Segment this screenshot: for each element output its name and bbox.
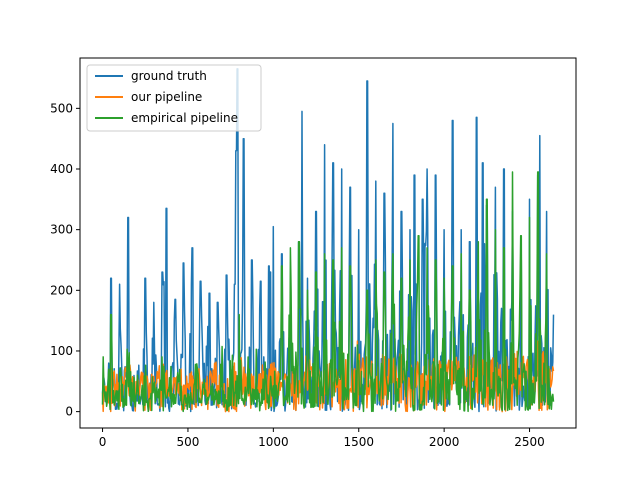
legend-label: ground truth <box>131 69 207 83</box>
legend: ground truth our pipeline empirical pipeli… <box>86 64 262 132</box>
x-tick-label: 1000 <box>258 435 289 449</box>
legend-label: empirical pipeline <box>131 111 238 125</box>
x-tick-label: 500 <box>176 435 199 449</box>
y-tick-label: 500 <box>50 101 73 115</box>
series-layer <box>101 68 555 413</box>
y-tick-label: 200 <box>50 283 73 297</box>
legend-label: our pipeline <box>131 90 202 104</box>
x-tick-label: 2000 <box>429 435 460 449</box>
x-tick-label: 2500 <box>514 435 545 449</box>
y-axis: 0 100 200 300 400 500 <box>50 101 80 419</box>
y-tick-label: 0 <box>65 405 73 419</box>
legend-box <box>86 64 262 132</box>
x-tick-label: 0 <box>99 435 107 449</box>
series-line-empirical-pipeline <box>101 171 555 413</box>
x-axis: 0 500 1000 1500 2000 2500 <box>99 428 545 449</box>
y-tick-label: 300 <box>50 223 73 237</box>
y-tick-label: 100 <box>50 344 73 358</box>
y-tick-label: 400 <box>50 162 73 176</box>
plot-frame <box>79 57 577 429</box>
x-tick-label: 1500 <box>343 435 374 449</box>
